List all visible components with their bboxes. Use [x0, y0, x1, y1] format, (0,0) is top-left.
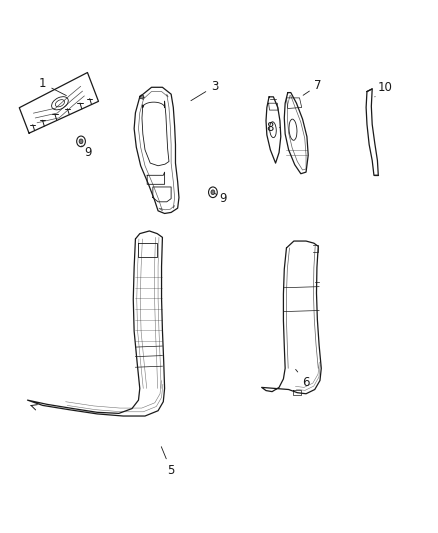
Text: 10: 10 — [375, 81, 393, 97]
Circle shape — [79, 139, 83, 144]
Circle shape — [211, 190, 215, 195]
Text: 7: 7 — [303, 79, 322, 95]
Text: 9: 9 — [215, 192, 227, 205]
Text: 3: 3 — [191, 80, 218, 101]
Text: 5: 5 — [161, 447, 175, 477]
Ellipse shape — [139, 95, 144, 99]
Text: 9: 9 — [82, 146, 92, 159]
Text: 8: 8 — [267, 121, 280, 134]
Text: 6: 6 — [296, 369, 310, 389]
Text: 1: 1 — [39, 77, 67, 95]
